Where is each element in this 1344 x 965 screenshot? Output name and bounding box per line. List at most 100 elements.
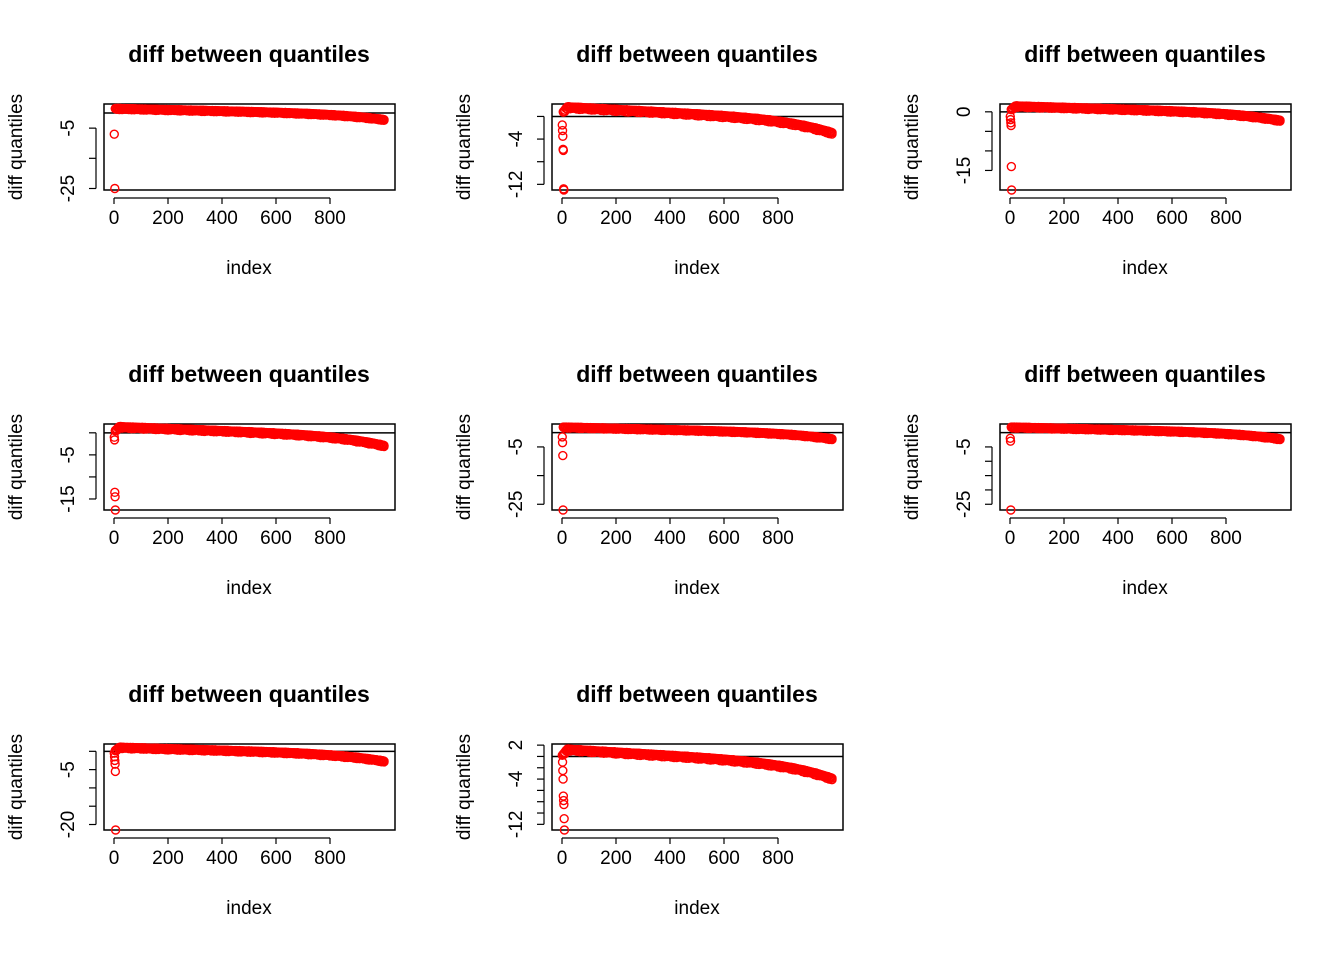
point <box>827 434 837 444</box>
points <box>109 103 389 194</box>
x-tick-label: 0 <box>557 528 568 549</box>
y-tick-label: -5 <box>58 120 79 137</box>
panel-2: diff between quantiles 0 200 400 600 800 index… <box>454 41 844 279</box>
x-tick-label: 200 <box>1048 528 1080 549</box>
x-tick-label: 0 <box>1005 528 1016 549</box>
x-axis: 0 200 400 600 800 <box>109 517 346 549</box>
x-tick-label: 800 <box>762 848 794 869</box>
points <box>1005 422 1285 515</box>
x-tick-label: 200 <box>1048 208 1080 229</box>
point <box>379 756 389 766</box>
y-tick-label: -5 <box>954 438 975 455</box>
point <box>558 765 568 776</box>
x-tick-label: 400 <box>1102 208 1134 229</box>
x-axis-label: index <box>226 258 272 279</box>
y-tick-label: -4 <box>506 770 527 787</box>
x-axis-label: index <box>674 578 720 599</box>
y-tick-label: -15 <box>954 157 975 184</box>
x-tick-label: 800 <box>1210 208 1242 229</box>
panel-6: diff between quantiles 0 200 400 600 800 index… <box>902 361 1292 599</box>
x-axis: 0 200 400 600 800 <box>557 197 794 229</box>
point <box>109 435 120 445</box>
x-axis: 0 200 400 600 800 <box>109 837 346 869</box>
plot-frame <box>551 103 844 191</box>
point <box>557 125 568 136</box>
point <box>559 825 570 835</box>
point <box>110 492 120 502</box>
point <box>558 450 568 461</box>
x-tick-label: 600 <box>708 208 740 229</box>
x-tick-label: 400 <box>654 848 686 869</box>
x-tick-label: 0 <box>557 848 568 869</box>
points <box>557 101 837 195</box>
y-axis: -5 -15 <box>58 432 97 513</box>
x-axis-label: index <box>226 898 272 919</box>
point <box>558 795 569 806</box>
x-tick-label: 600 <box>708 848 740 869</box>
x-tick-label: 0 <box>109 208 120 229</box>
panel-title: diff between quantiles <box>1024 361 1266 387</box>
y-tick-label: -20 <box>58 811 79 838</box>
plot-frame <box>551 423 844 511</box>
x-tick-label: 400 <box>654 528 686 549</box>
x-tick-label: 200 <box>600 208 632 229</box>
panel-title: diff between quantiles <box>128 681 370 707</box>
x-tick-label: 800 <box>762 208 794 229</box>
point <box>558 131 568 141</box>
x-tick-label: 800 <box>314 848 346 869</box>
point <box>1006 161 1017 172</box>
y-axis: -5 -20 <box>58 750 97 838</box>
x-axis-label: index <box>674 258 720 279</box>
y-axis: -5 -25 <box>954 438 993 518</box>
point <box>559 185 569 195</box>
plot-frame <box>999 103 1292 191</box>
x-tick-label: 400 <box>654 208 686 229</box>
point <box>558 774 568 784</box>
x-tick-label: 400 <box>206 208 238 229</box>
y-axis-label: diff quantiles <box>902 94 923 200</box>
y-axis-label: diff quantiles <box>454 94 475 200</box>
x-tick-label: 200 <box>152 528 184 549</box>
x-axis: 0 200 400 600 800 <box>557 837 794 869</box>
point <box>559 799 569 810</box>
x-axis-label: index <box>674 898 720 919</box>
point <box>1005 111 1015 122</box>
point <box>827 773 837 783</box>
y-axis-label: diff quantiles <box>6 414 27 520</box>
x-axis-label: index <box>1122 578 1168 599</box>
points <box>557 744 837 835</box>
y-tick-label: -25 <box>58 175 79 202</box>
x-axis-label: index <box>1122 258 1168 279</box>
y-axis: -5 -25 <box>58 120 97 202</box>
x-tick-label: 400 <box>1102 528 1134 549</box>
x-tick-label: 200 <box>152 208 184 229</box>
panel-3: diff between quantiles 0 200 400 600 800 index… <box>902 41 1292 279</box>
point <box>559 813 569 824</box>
point <box>558 145 569 156</box>
plot-frame <box>103 423 396 511</box>
point <box>110 766 121 777</box>
y-tick-label: -5 <box>58 761 79 778</box>
plot-frame <box>103 743 396 831</box>
point <box>379 114 389 125</box>
x-tick-label: 200 <box>600 528 632 549</box>
x-tick-label: 600 <box>260 208 292 229</box>
x-tick-label: 600 <box>1156 208 1188 229</box>
plot-frame <box>551 743 844 831</box>
x-axis: 0 200 400 600 800 <box>1005 197 1242 229</box>
point <box>557 750 567 761</box>
x-tick-label: 200 <box>600 848 632 869</box>
x-tick-label: 800 <box>762 528 794 549</box>
y-tick-label: -5 <box>58 446 79 463</box>
y-axis: -4 -12 <box>506 115 545 198</box>
point <box>1006 185 1017 195</box>
panel-title: diff between quantiles <box>128 361 370 387</box>
x-tick-label: 400 <box>206 528 238 549</box>
point <box>1006 120 1016 131</box>
y-axis-label: diff quantiles <box>454 414 475 520</box>
point <box>827 127 837 138</box>
panel-title: diff between quantiles <box>1024 41 1266 67</box>
x-axis: 0 200 400 600 800 <box>1005 517 1242 549</box>
y-axis: -5 -25 <box>506 438 545 518</box>
